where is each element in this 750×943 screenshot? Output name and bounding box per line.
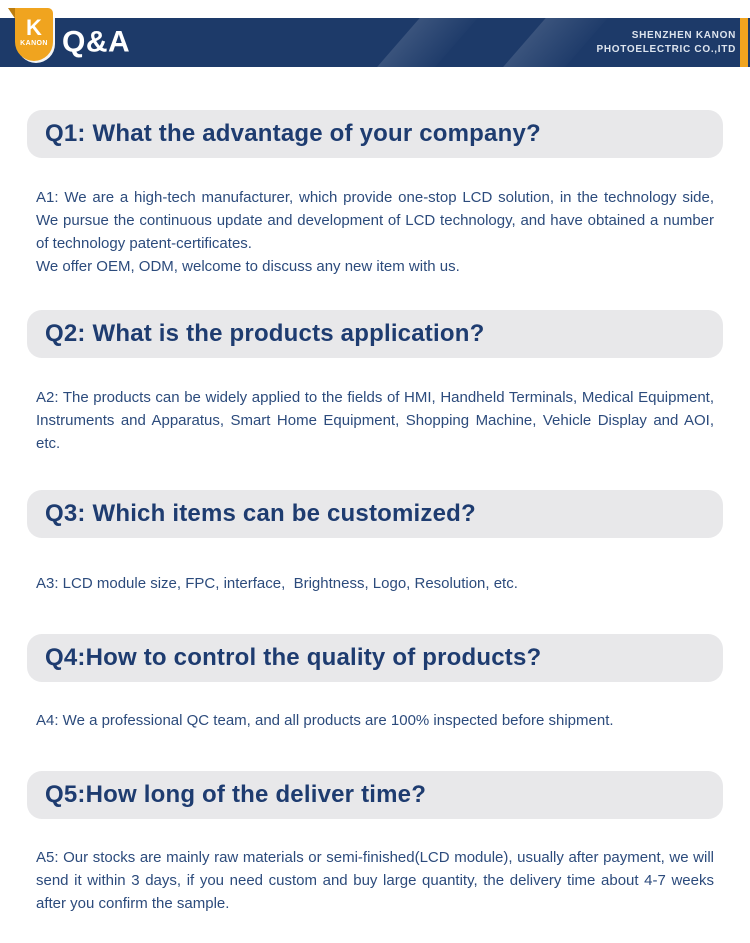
question-box: Q1: What the advantage of your company? bbox=[27, 110, 723, 158]
company-name: SHENZHEN KANON PHOTOELECTRIC CO.,ITD bbox=[596, 29, 736, 57]
faq-section-q1: Q1: What the advantage of your company? … bbox=[0, 110, 750, 278]
logo-fold-icon bbox=[8, 8, 16, 20]
faq-section-q3: Q3: Which items can be customized? A3: L… bbox=[0, 490, 750, 595]
page-title: Q&A bbox=[62, 24, 131, 58]
question-title: Q5:How long of the deliver time? bbox=[45, 781, 427, 808]
header-stripe-decoration bbox=[371, 18, 483, 67]
faq-section-q4: Q4:How to control the quality of product… bbox=[0, 634, 750, 732]
question-box: Q2: What is the products application? bbox=[27, 310, 723, 358]
company-name-line2: PHOTOELECTRIC CO.,ITD bbox=[596, 43, 736, 55]
page-header: Q&A SHENZHEN KANON PHOTOELECTRIC CO.,ITD… bbox=[0, 0, 750, 67]
question-box: Q5:How long of the deliver time? bbox=[27, 771, 723, 819]
answer-text: A1: We are a high-tech manufacturer, whi… bbox=[36, 189, 714, 275]
logo-badge: K KANON bbox=[15, 8, 53, 61]
answer-text: A4: We a professional QC team, and all p… bbox=[36, 712, 614, 729]
faq-section-q2: Q2: What is the products application? A2… bbox=[0, 310, 750, 455]
question-title: Q2: What is the products application? bbox=[45, 320, 485, 347]
answer-text: A5: Our stocks are mainly raw materials … bbox=[36, 849, 714, 912]
logo-name: KANON bbox=[20, 40, 48, 47]
question-box: Q4:How to control the quality of product… bbox=[27, 634, 723, 682]
logo-letter: K bbox=[26, 15, 42, 40]
question-title: Q3: Which items can be customized? bbox=[45, 500, 476, 527]
question-box: Q3: Which items can be customized? bbox=[27, 490, 723, 538]
answer-text: A3: LCD module size, FPC, interface, Bri… bbox=[36, 575, 518, 592]
header-stripe-decoration bbox=[497, 18, 613, 67]
question-title: Q1: What the advantage of your company? bbox=[45, 120, 541, 147]
question-title: Q4:How to control the quality of product… bbox=[45, 644, 542, 671]
faq-section-q5: Q5:How long of the deliver time? A5: Our… bbox=[0, 771, 750, 943]
header-accent-bar bbox=[740, 18, 748, 67]
faq-list: Q1: What the advantage of your company? … bbox=[0, 110, 750, 943]
answer-text: A2: The products can be widely applied t… bbox=[36, 389, 714, 452]
company-name-line1: SHENZHEN KANON bbox=[631, 29, 736, 41]
header-bar: Q&A SHENZHEN KANON PHOTOELECTRIC CO.,ITD bbox=[0, 18, 750, 67]
